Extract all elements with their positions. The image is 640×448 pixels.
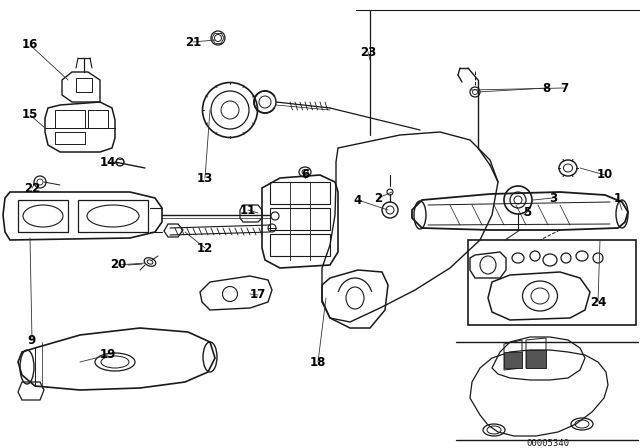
Bar bbox=[88, 110, 108, 128]
Bar bbox=[270, 182, 330, 204]
Text: 00005340: 00005340 bbox=[527, 439, 570, 448]
Text: 7: 7 bbox=[560, 82, 568, 95]
Text: 15: 15 bbox=[22, 108, 38, 121]
Text: 9: 9 bbox=[28, 333, 36, 346]
Text: 11: 11 bbox=[240, 203, 256, 216]
Text: 4: 4 bbox=[354, 194, 362, 207]
Text: 10: 10 bbox=[597, 168, 613, 181]
Text: 8: 8 bbox=[542, 82, 550, 95]
Bar bbox=[76, 78, 92, 92]
Text: 18: 18 bbox=[310, 356, 326, 369]
Text: 23: 23 bbox=[360, 46, 376, 59]
Text: 14: 14 bbox=[100, 155, 116, 168]
Text: 24: 24 bbox=[590, 296, 606, 309]
Bar bbox=[270, 208, 330, 230]
Polygon shape bbox=[526, 350, 546, 368]
Bar bbox=[270, 234, 330, 256]
Text: 17: 17 bbox=[250, 289, 266, 302]
Text: 21: 21 bbox=[185, 35, 201, 48]
Text: 20: 20 bbox=[110, 258, 126, 271]
Bar bbox=[468, 240, 636, 325]
Text: 12: 12 bbox=[197, 241, 213, 254]
Text: 3: 3 bbox=[549, 191, 557, 204]
Text: 1: 1 bbox=[614, 191, 622, 204]
Text: 19: 19 bbox=[100, 349, 116, 362]
Text: 22: 22 bbox=[24, 181, 40, 194]
Text: 13: 13 bbox=[197, 172, 213, 185]
Text: 5: 5 bbox=[523, 206, 531, 219]
Polygon shape bbox=[504, 352, 522, 368]
Text: 6: 6 bbox=[301, 168, 309, 181]
Text: 2: 2 bbox=[374, 191, 382, 204]
Text: 16: 16 bbox=[22, 39, 38, 52]
Bar bbox=[55, 132, 85, 144]
Bar bbox=[55, 110, 85, 128]
